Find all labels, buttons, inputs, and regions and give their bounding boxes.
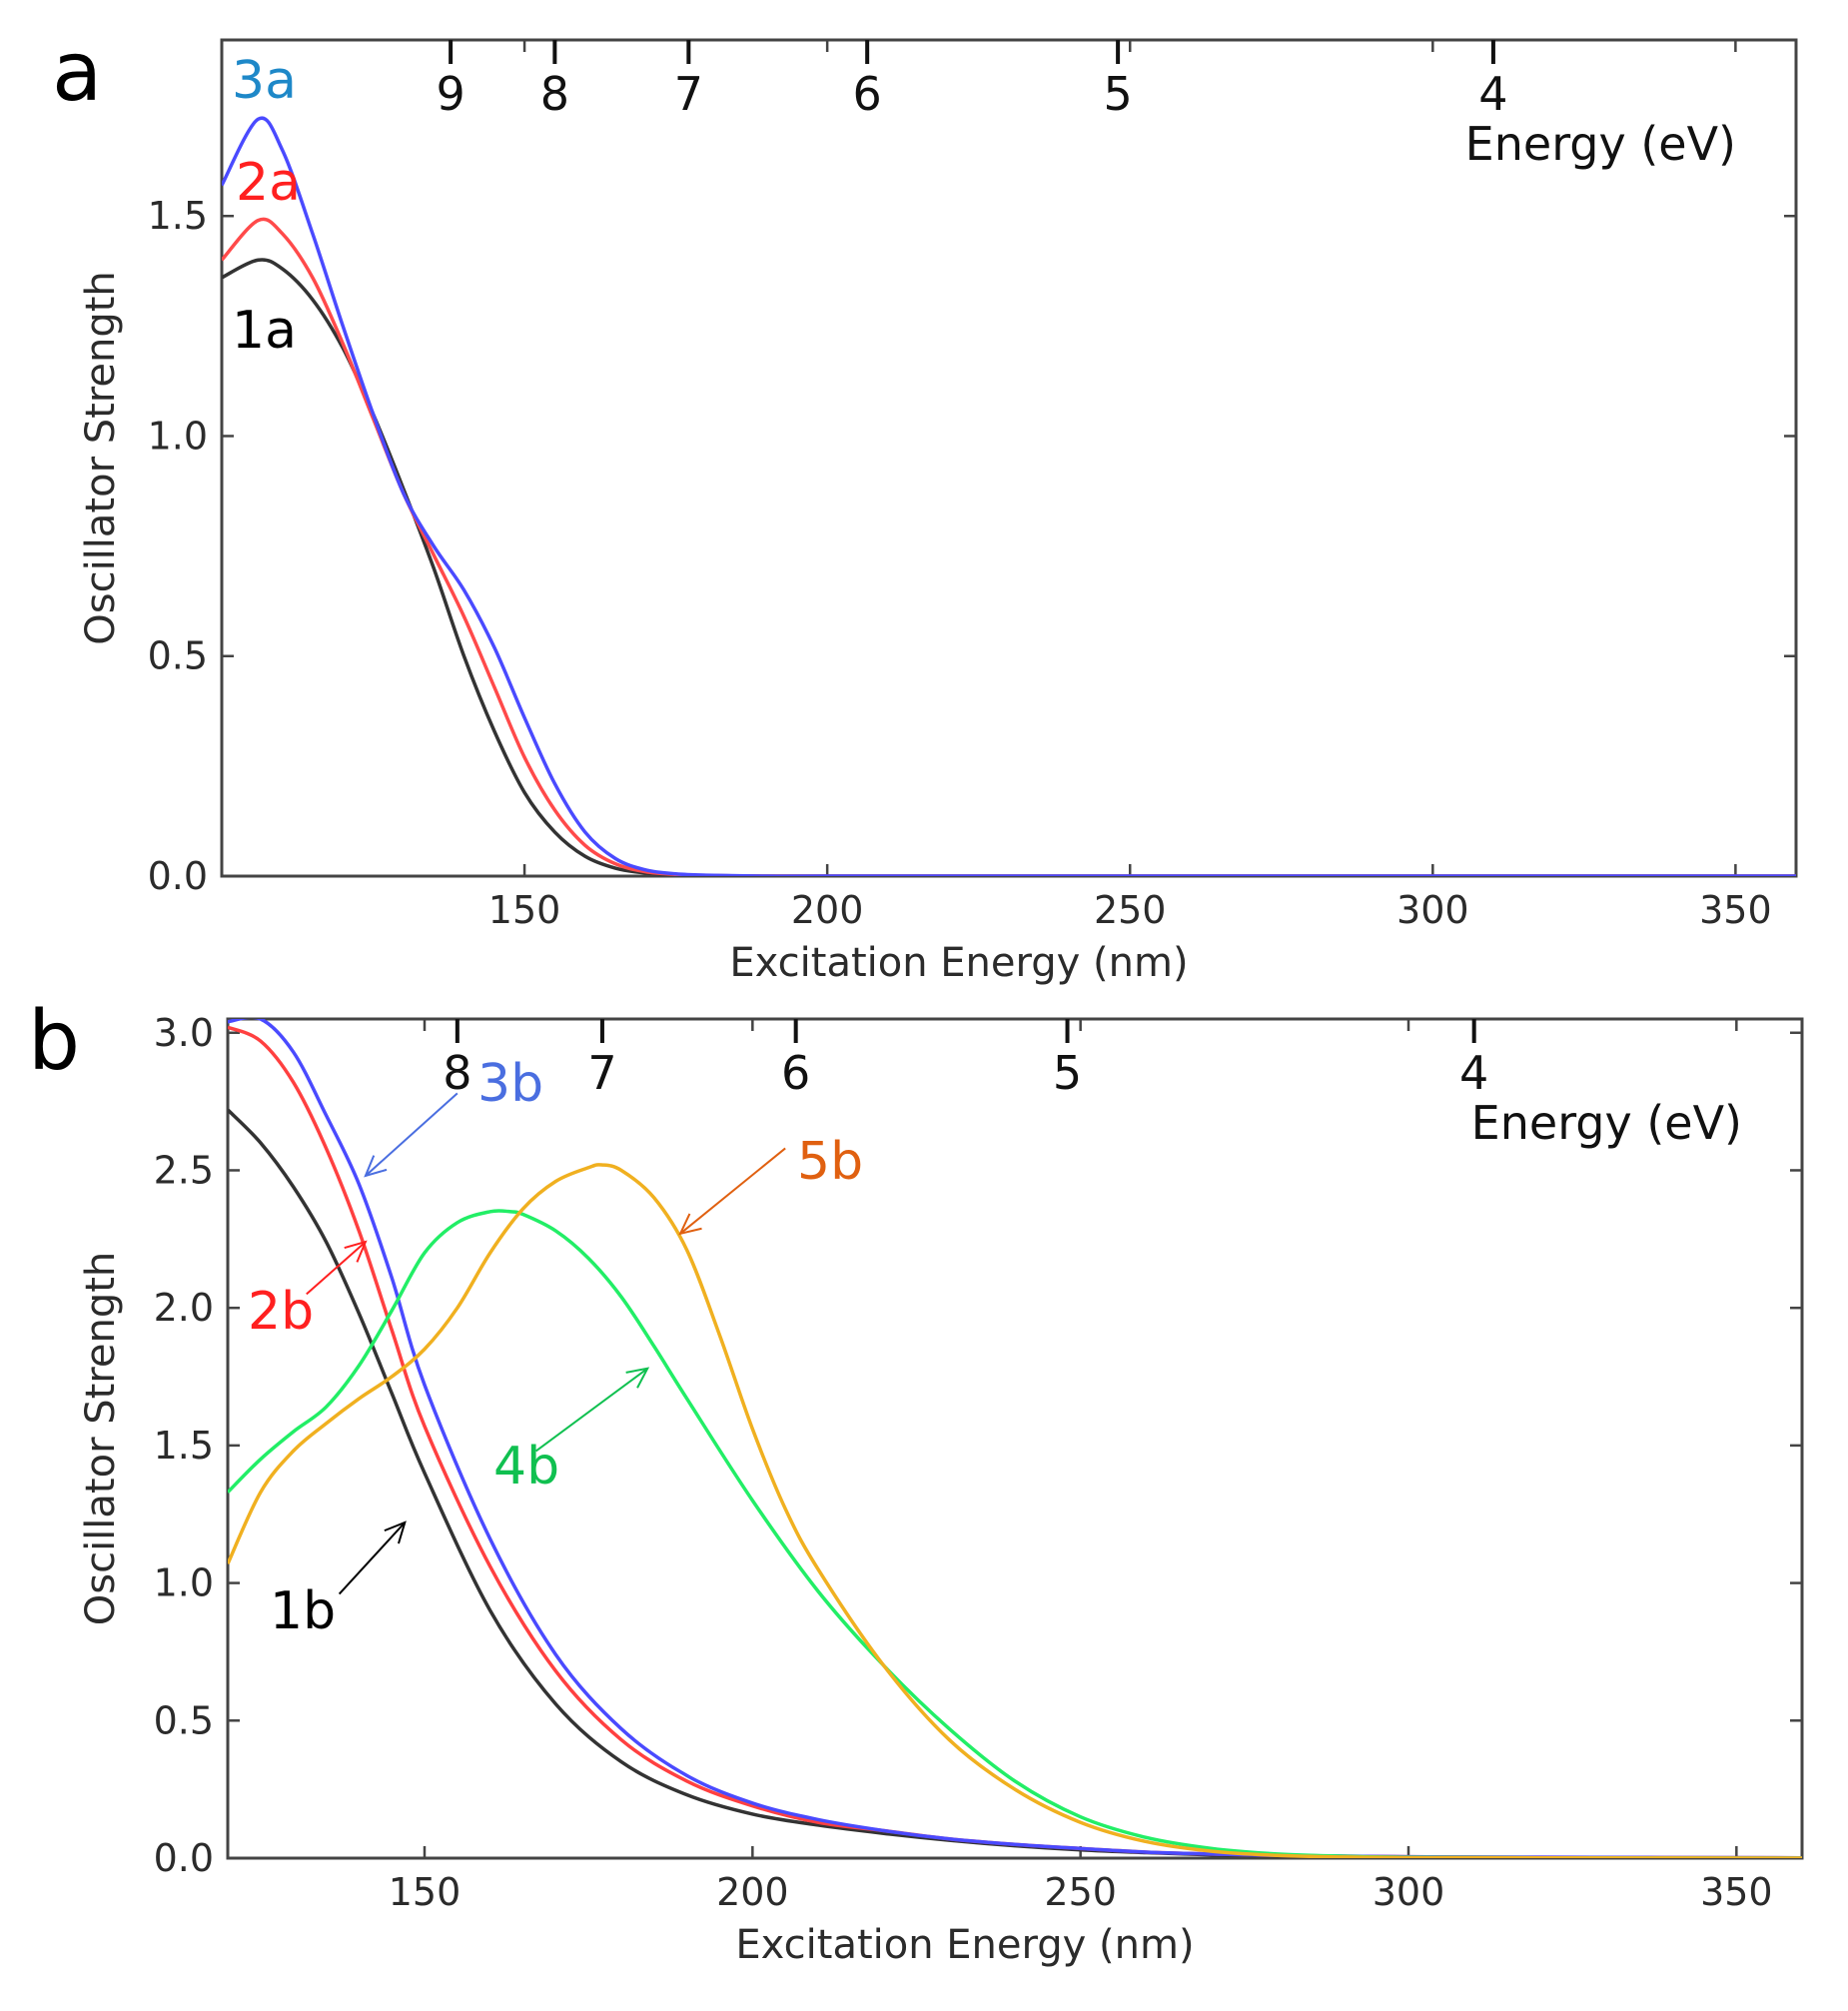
x-tick-label: 350	[1699, 888, 1772, 932]
annotation-arrowhead-5b	[678, 1213, 702, 1236]
x-tick-label: 200	[791, 888, 864, 932]
x-axis-title: Excitation Energy (nm)	[729, 940, 1188, 986]
series-line-4b	[228, 1209, 1802, 1858]
top-energy-tick-label: 6	[853, 67, 882, 121]
y-tick-label: 1.5	[154, 1424, 214, 1468]
x-tick-label: 300	[1396, 888, 1469, 932]
top-energy-tick-label: 4	[1459, 1046, 1488, 1100]
top-energy-tick-label: 9	[436, 67, 464, 121]
y-tick-label: 0.5	[154, 1698, 214, 1742]
top-energy-tick-label: 7	[587, 1046, 616, 1100]
annotation-arrow-4b	[535, 1367, 648, 1453]
top-energy-tick-label: 5	[1103, 67, 1132, 121]
panel-b-letter: b	[28, 994, 80, 1089]
x-axis-title: Excitation Energy (nm)	[735, 1922, 1194, 1968]
top-energy-tick-label: 5	[1053, 1046, 1082, 1100]
annotation-arrow-5b	[679, 1147, 786, 1235]
annotation-arrowhead-1b	[384, 1520, 407, 1544]
annotation-arrowhead-2b	[344, 1240, 368, 1263]
y-tick-label: 2.0	[154, 1286, 214, 1330]
chart-panel-b: 150 200 250 300 350 0.0 0.5 1.0 1.5 2.0 2.5 3.0 8 7 6 5…	[78, 1011, 1804, 1968]
series-line-3a	[222, 116, 1796, 876]
chart-panel-a: 150 200 250 300 350 0.0 0.5 1.0 1.5 9 8 7 6 5 4Energy …	[78, 38, 1798, 986]
annotation-arrow-1b	[338, 1521, 407, 1595]
y-tick-label: 1.0	[148, 414, 208, 458]
y-axis-title: Oscillator Strength	[78, 1252, 124, 1626]
series-label-1b: 1b	[270, 1581, 336, 1641]
y-tick-label: 0.5	[148, 634, 208, 678]
top-energy-tick-label: 4	[1478, 67, 1507, 121]
annotation-arrowhead-3b	[364, 1155, 388, 1178]
annotation-arrow-3b	[365, 1092, 459, 1177]
top-axis-title: Energy (eV)	[1465, 117, 1736, 171]
x-tick-label: 150	[389, 1870, 462, 1914]
series-label-2b: 2b	[248, 1282, 314, 1342]
x-tick-label: 200	[716, 1870, 789, 1914]
panel-a-letter: a	[52, 25, 102, 120]
series-label-5b: 5b	[797, 1132, 863, 1192]
series-label-2a: 2a	[236, 153, 301, 213]
y-tick-label: 2.5	[154, 1148, 214, 1192]
x-tick-label: 250	[1094, 888, 1167, 932]
plot-frame	[226, 1017, 1804, 1860]
y-tick-label: 0.0	[148, 854, 208, 898]
series-label-3a: 3a	[232, 51, 297, 111]
series-line-2b	[228, 1025, 1802, 1858]
top-energy-tick-label: 8	[540, 67, 569, 121]
series-label-1a: 1a	[232, 301, 297, 361]
y-axis-title: Oscillator Strength	[78, 271, 124, 645]
y-tick-label: 3.0	[154, 1011, 214, 1055]
series-label-4b: 4b	[493, 1437, 559, 1497]
y-tick-label: 1.0	[154, 1561, 214, 1605]
x-tick-label: 300	[1373, 1870, 1445, 1914]
annotation-arrowhead-4b	[625, 1367, 650, 1389]
series-line-2a	[222, 217, 1796, 876]
x-tick-label: 350	[1700, 1870, 1773, 1914]
series-line-5b	[228, 1163, 1802, 1858]
series-label-3b: 3b	[477, 1054, 543, 1114]
top-energy-tick-label: 7	[674, 67, 703, 121]
top-axis-title: Energy (eV)	[1471, 1096, 1742, 1150]
top-energy-tick-label: 6	[781, 1046, 810, 1100]
y-tick-label: 1.5	[148, 194, 208, 238]
series-line-1a	[222, 258, 1796, 876]
y-tick-label: 0.0	[154, 1836, 214, 1880]
annotation-arrow-2b	[306, 1241, 367, 1296]
x-tick-label: 150	[488, 888, 561, 932]
top-energy-tick-label: 8	[443, 1046, 471, 1100]
x-tick-label: 250	[1044, 1870, 1117, 1914]
